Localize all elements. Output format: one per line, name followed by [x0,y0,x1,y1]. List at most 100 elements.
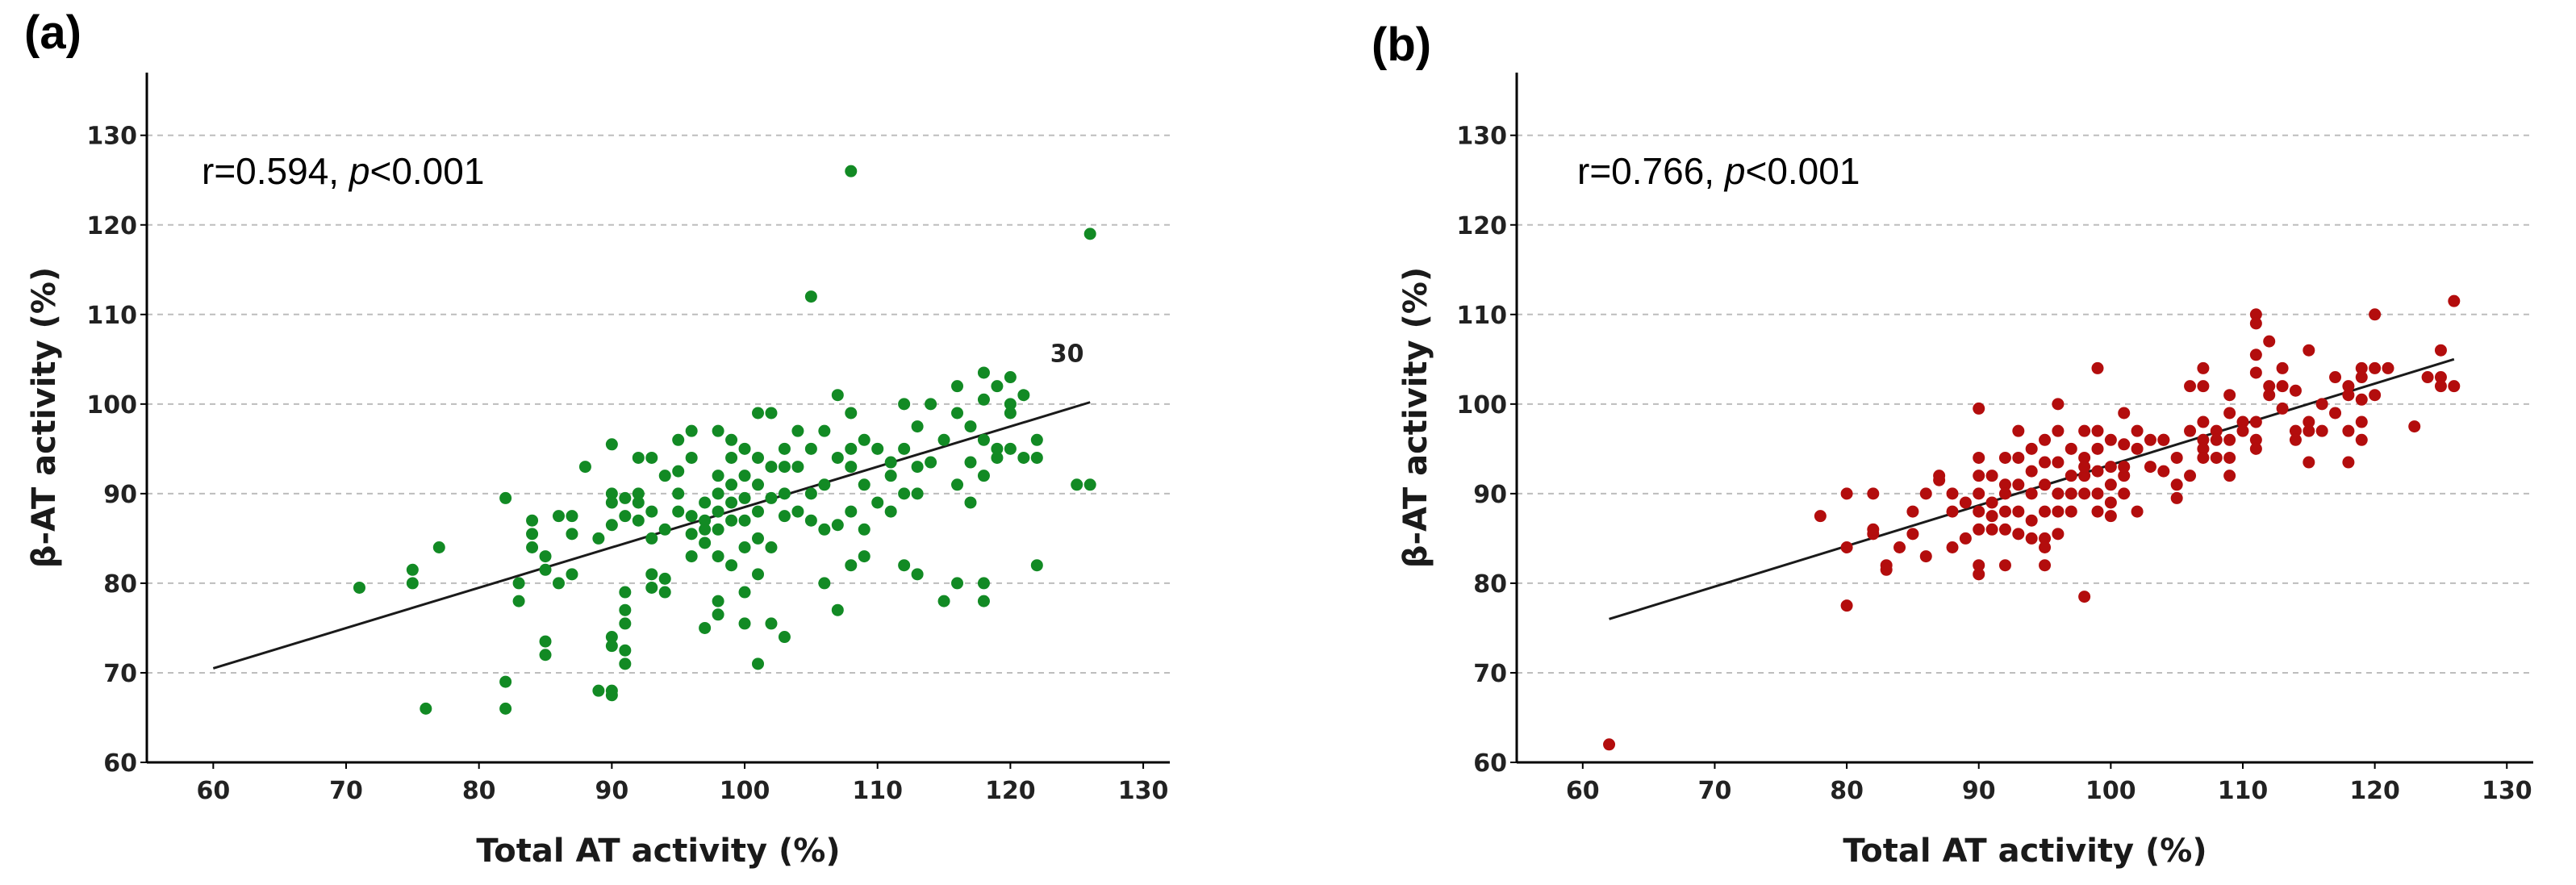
panel-a-point-74 [712,608,724,621]
panel-a-point-144 [925,398,937,411]
panel-b-point-43 [2012,505,2025,518]
panel-b-point-154 [2369,389,2382,402]
panel-b-point-51 [2039,456,2052,469]
panel-a-point-108 [804,290,817,303]
panel-b-point-96 [2157,433,2170,446]
panel-a: (a) 60 70 80 90 100 110 120 130 60 70 80 90 100 110 1… [24,6,1170,870]
panel-a-point-33 [619,510,632,523]
panel-a-point-102 [778,487,791,500]
panel-b-y-tick-label-130: 130 [1456,123,1507,151]
panel-a-point-71 [712,523,724,536]
panel-a-point-14 [539,635,552,648]
panel-a-point-91 [752,505,765,518]
panel-a-point-162 [991,451,1004,464]
panel-b-axes [1515,73,2533,764]
panel-b-point-41 [2012,451,2025,464]
panel-a-point-135 [898,559,911,572]
panel-a-point-21 [566,528,578,541]
panel-a-point-140 [911,461,924,474]
panel-b-point-55 [2039,541,2052,554]
panel-a-point-110 [804,487,817,500]
panel-a-point-11 [526,541,539,554]
panel-a-point-86 [738,586,751,599]
panel-b-point-73 [2091,361,2104,374]
panel-b-point-108 [2197,451,2210,464]
panel-b-point-28 [1973,559,1985,572]
panel-b-point-91 [2131,505,2144,518]
panel-b-x-tick-label-100: 100 [2085,777,2136,805]
panel-b-point-156 [2408,420,2421,433]
panel-a-point-154 [977,366,990,379]
panel-a-point-169 [1030,433,1043,446]
panel-a-point-132 [884,456,897,469]
panel-b-point-71 [2078,591,2091,603]
panel-a-y-axis-title: β-AT activity (%) [26,267,63,568]
panel-a-point-43 [632,496,645,509]
panel-a-point-120 [845,165,858,177]
panel-b-x-tick-label-90: 90 [1962,777,1996,805]
panel-a-point-98 [765,541,778,554]
panel-a-point-136 [898,398,911,411]
panel-a-point-51 [658,572,671,585]
panel-b-point-137 [2303,424,2315,437]
panel-a-point-6 [499,675,512,688]
panel-b-x-tick-label-130: 130 [2482,777,2532,805]
panel-b-point-81 [2104,478,2117,491]
panel-a-point-155 [977,393,990,406]
panel-a-point-104 [778,631,791,644]
panel-a-point-116 [831,389,844,402]
panel-b-point-138 [2303,456,2315,469]
panel-b-point-160 [2434,380,2447,393]
panel-a-y-tick-label-70: 70 [103,660,137,688]
panel-b-y-tick-label-80: 80 [1473,570,1507,599]
panel-a-point-31 [605,640,618,653]
panel-a-point-112 [818,424,831,437]
panel-a-point-156 [977,433,990,446]
panel-a-point-90 [752,478,765,491]
panel-b-point-18 [1946,505,1959,518]
panel-a-point-125 [845,505,858,518]
panel-b-point-38 [1998,559,2011,572]
panel-b-point-95 [2157,465,2170,478]
panel-b-point-141 [2329,371,2342,384]
panel-b-point-64 [2065,470,2077,482]
panel-b-y-tick-label-120: 120 [1456,212,1507,240]
panel-a-point-84 [738,514,751,527]
panel-b-point-134 [2289,433,2302,446]
panel-a-point-164 [1004,398,1017,411]
panel-a-point-68 [712,470,724,482]
panel-b-y-tick-label-110: 110 [1456,302,1507,330]
panel-a-point-113 [818,478,831,491]
panel-b-point-149 [2355,393,2368,406]
panel-b-point-114 [2223,433,2236,446]
panel-b-point-45 [2025,442,2038,455]
panel-a-point-65 [699,536,712,549]
panel-a-point-126 [858,433,870,446]
panel-b-point-56 [2039,559,2052,572]
panel-b-point-67 [2078,424,2091,437]
panel-b-x-ticks: 60 70 80 90 100 110 120 130 [1566,762,2532,805]
panel-a-point-56 [672,505,685,518]
panel-a-point-105 [791,424,804,437]
panel-a-y-tick-label-100: 100 [86,391,137,420]
panel-b-point-152 [2369,308,2382,321]
panel-a-point-64 [699,523,712,536]
panel-b-y-axis-title: β-AT activity (%) [1397,267,1434,568]
panel-b-point-1 [1814,510,1827,523]
panel-a-point-83 [738,491,751,504]
panel-b-p-symbol: p [1723,150,1746,192]
panel-a-point-111 [804,514,817,527]
panel-b-point-84 [2118,407,2131,420]
panel-b-point-127 [2263,380,2276,393]
panel-b-point-101 [2184,380,2197,393]
panel-b-point-20 [1959,532,1972,545]
panel-a-point-26 [605,438,618,451]
panel-a-point-163 [1004,371,1017,384]
panel-b-point-58 [2052,424,2065,437]
panel-b-point-36 [1998,505,2011,518]
panel-b-y-ticks: 60 70 80 90 100 110 120 130 [1456,123,1517,778]
panel-b-point-119 [2249,308,2262,321]
panel-b-point-61 [2052,505,2065,518]
panel-b-point-47 [2025,487,2038,500]
panel-a-point-123 [845,461,858,474]
